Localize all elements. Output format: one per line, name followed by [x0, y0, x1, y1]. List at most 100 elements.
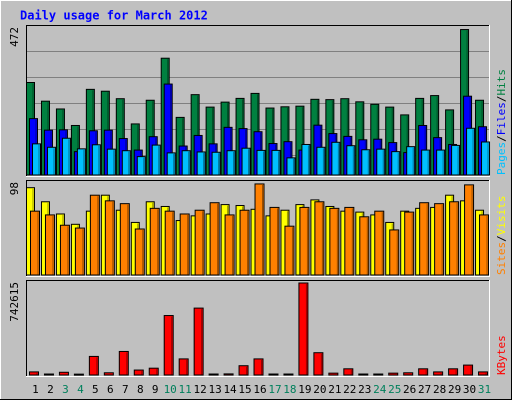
bar-kbytes-day-19 — [298, 282, 309, 376]
bar-kbytes-day-12 — [193, 307, 204, 376]
bar-kbytes-day-31 — [478, 371, 489, 376]
bar-pages-day-19-fill — [301, 143, 311, 176]
bar-kbytes-day-20-fill — [313, 352, 324, 376]
bar-pages-day-22 — [346, 145, 356, 176]
bar-sites-day-12-fill — [194, 209, 205, 276]
bar-sites-day-11 — [179, 213, 190, 276]
bars — [26, 29, 491, 176]
bar-sites-day-9-fill — [149, 207, 160, 276]
bar-pages-day-10-fill — [166, 152, 176, 176]
day-label-1: 1 — [32, 383, 39, 396]
bar-sites-day-26 — [404, 211, 415, 276]
day-label-19: 19 — [298, 383, 311, 396]
bar-kbytes-day-21-fill — [328, 372, 339, 376]
bar-pages-day-16 — [256, 149, 266, 176]
bar-pages-day-2-fill — [46, 146, 56, 176]
bar-kbytes-day-13 — [208, 373, 219, 376]
bar-pages-day-12-fill — [196, 151, 206, 176]
day-label-28: 28 — [433, 383, 446, 396]
bar-pages-day-30-fill — [466, 127, 476, 176]
bar-pages-day-29-fill — [451, 144, 461, 176]
bar-sites-day-29-fill — [449, 201, 460, 276]
bar-sites-day-20 — [314, 201, 325, 276]
bar-pages-day-27-fill — [421, 149, 431, 176]
bar-kbytes-day-28 — [433, 371, 444, 376]
bar-pages-day-23 — [361, 149, 371, 176]
bar-pages-day-31 — [481, 141, 491, 176]
bar-sites-day-16-fill — [254, 183, 265, 276]
bar-sites-day-15 — [239, 209, 250, 276]
bar-kbytes-day-1 — [29, 371, 39, 376]
bar-pages-day-1 — [32, 143, 41, 176]
bar-kbytes-day-3 — [58, 371, 69, 376]
bar-pages-day-25-fill — [391, 151, 401, 176]
bar-sites-day-19 — [299, 206, 310, 276]
day-label-30: 30 — [463, 383, 476, 396]
bar-sites-day-5-fill — [89, 194, 100, 276]
day-label-31: 31 — [478, 383, 491, 396]
bar-kbytes-day-14 — [223, 373, 234, 376]
bar-sites-day-2 — [44, 214, 55, 276]
bar-pages-day-22-fill — [346, 145, 356, 176]
day-label-20: 20 — [313, 383, 326, 396]
bar-sites-day-24-fill — [374, 210, 385, 276]
bar-sites-day-25-fill — [389, 229, 400, 276]
bar-sites-day-2-fill — [44, 214, 55, 276]
legend-separator: / — [495, 135, 508, 142]
bar-pages-day-24 — [376, 148, 386, 176]
bar-kbytes-day-16-fill — [253, 358, 264, 376]
bar-kbytes-day-28-fill — [433, 371, 444, 376]
bar-kbytes-day-5 — [88, 355, 99, 376]
bar-sites-day-8 — [134, 228, 145, 276]
day-label-18: 18 — [283, 383, 296, 396]
bar-kbytes-day-23-fill — [358, 373, 369, 376]
bar-pages-day-2 — [46, 146, 56, 176]
bar-pages-day-13 — [211, 151, 221, 176]
day-label-24: 24 — [373, 383, 387, 396]
bar-pages-day-17-fill — [271, 149, 281, 176]
bar-pages-day-19 — [301, 143, 311, 176]
bar-kbytes-day-31-fill — [478, 371, 489, 376]
bar-pages-day-13-fill — [211, 151, 221, 176]
bar-kbytes-day-26 — [403, 372, 414, 376]
bar-kbytes-day-9 — [148, 367, 159, 376]
bar-pages-day-20 — [316, 146, 326, 176]
bar-sites-day-4 — [74, 227, 85, 276]
bar-pages-day-18-fill — [286, 157, 296, 176]
bar-kbytes-day-22-fill — [343, 368, 354, 376]
day-label-26: 26 — [403, 383, 416, 396]
bar-kbytes-day-2 — [43, 373, 54, 376]
panel-2: 98 Sites/Visits — [8, 180, 508, 277]
bar-pages-day-31-fill — [481, 141, 491, 176]
bar-kbytes-day-24-fill — [373, 373, 384, 376]
bar-kbytes-day-20 — [313, 352, 324, 376]
bar-sites-day-27-fill — [419, 202, 430, 276]
bar-kbytes-day-27-fill — [418, 368, 429, 376]
bar-sites-day-27 — [419, 202, 430, 276]
bar-pages-day-16-fill — [256, 149, 266, 176]
bar-kbytes-day-23 — [358, 373, 369, 376]
bar-kbytes-day-19-fill — [298, 282, 309, 376]
bar-pages-day-9 — [151, 144, 161, 176]
bar-kbytes-day-22 — [343, 368, 354, 376]
day-label-9: 9 — [152, 383, 159, 396]
bar-pages-day-6 — [106, 148, 116, 176]
bar-kbytes-day-6-fill — [103, 372, 114, 376]
bar-pages-day-9-fill — [151, 144, 161, 176]
bar-sites-day-30-fill — [464, 184, 475, 276]
bar-kbytes-day-7 — [118, 350, 129, 376]
bar-sites-day-23 — [359, 216, 370, 276]
bar-pages-day-21 — [331, 141, 341, 176]
bar-sites-day-10-fill — [164, 210, 175, 276]
bar-pages-day-8-fill — [136, 156, 146, 176]
day-label-27: 27 — [418, 383, 431, 396]
bar-kbytes-day-15-fill — [238, 365, 249, 376]
bar-pages-day-4 — [76, 148, 86, 176]
bar-sites-day-7-fill — [119, 203, 130, 276]
bar-kbytes-day-27 — [418, 368, 429, 376]
bar-kbytes-day-21 — [328, 372, 339, 376]
y-max-label: 742615 — [8, 282, 21, 322]
bar-pages-day-26-fill — [406, 146, 416, 176]
bar-kbytes-day-17-fill — [268, 373, 279, 376]
